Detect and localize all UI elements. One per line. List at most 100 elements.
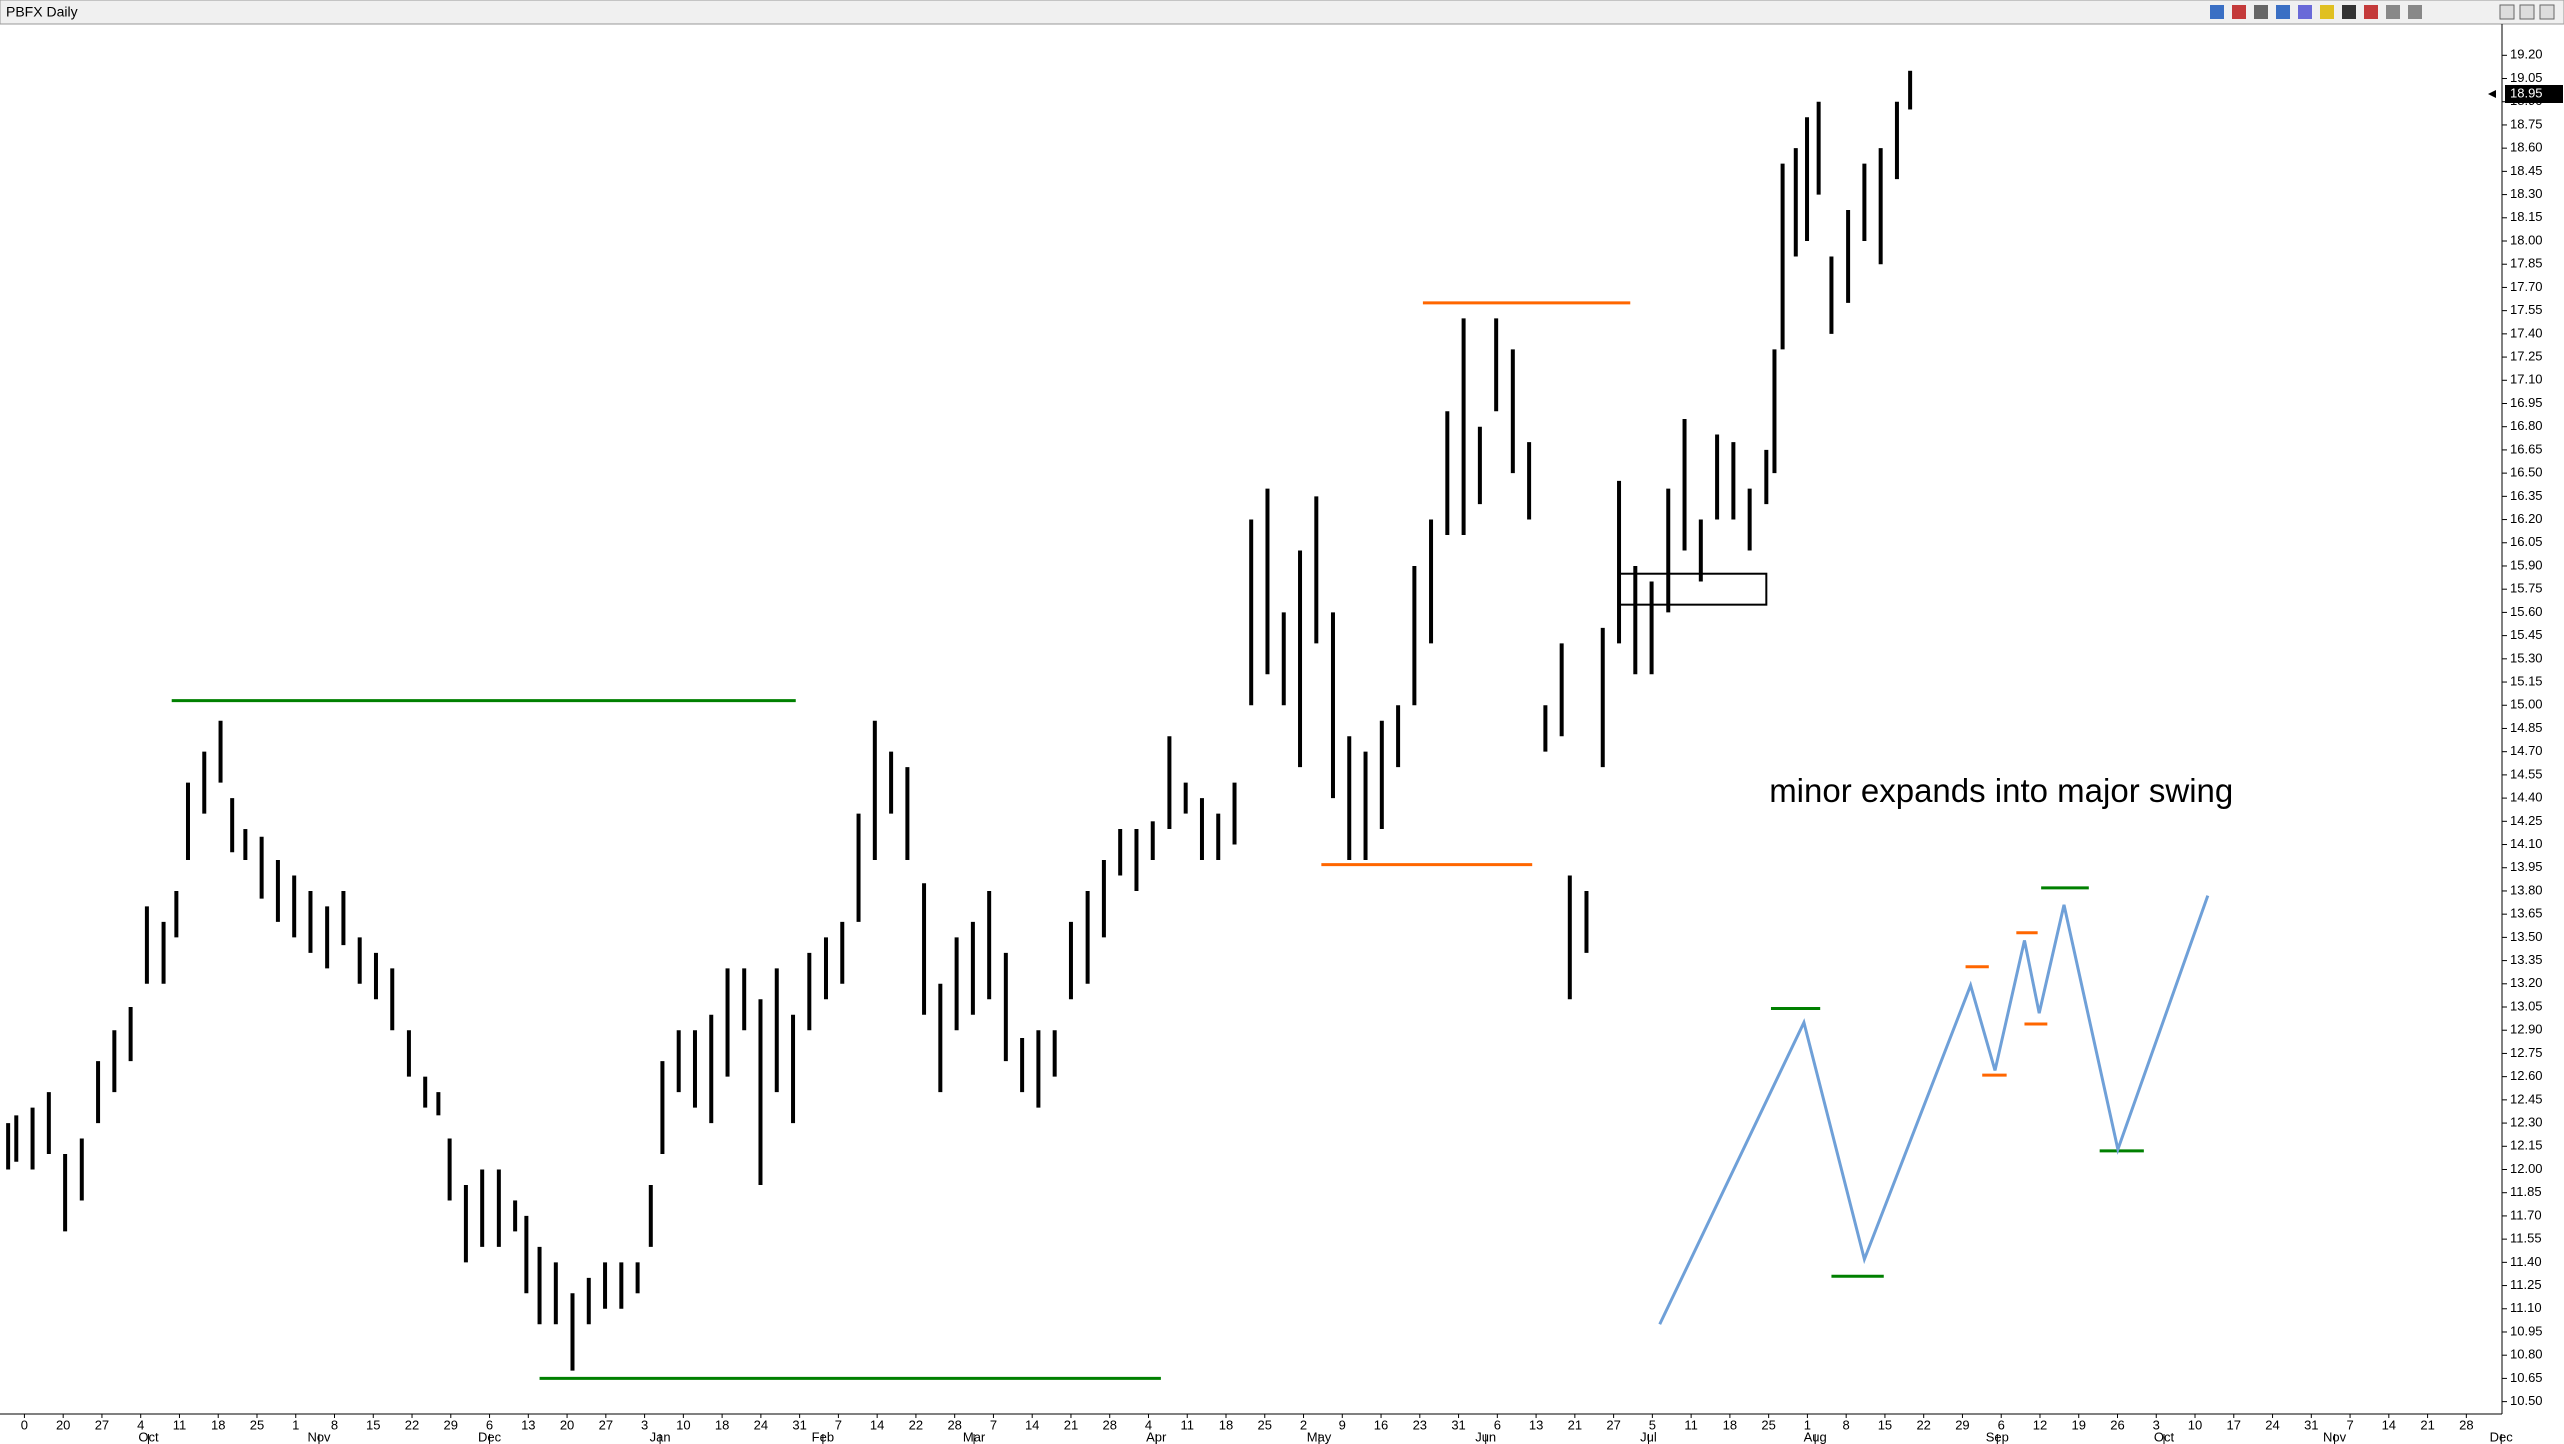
x-tick-label: 1	[292, 1417, 299, 1432]
x-tick-label: 15	[366, 1417, 380, 1432]
x-tick-label: 21	[2420, 1417, 2434, 1432]
month-label: May	[1307, 1429, 1332, 1444]
tool-icon[interactable]	[2342, 5, 2356, 19]
x-tick-label: 11	[173, 1417, 187, 1432]
x-tick-label: 17	[2227, 1417, 2241, 1432]
tool-icon[interactable]	[2408, 5, 2422, 19]
y-tick-label: 16.05	[2510, 534, 2543, 549]
y-tick-label: 14.40	[2510, 790, 2543, 805]
y-tick-label: 18.45	[2510, 163, 2543, 178]
x-tick-label: 9	[1339, 1417, 1346, 1432]
month-label: Aug	[1804, 1429, 1827, 1444]
tool-icon[interactable]	[2210, 5, 2224, 19]
y-tick-label: 11.70	[2510, 1207, 2542, 1222]
y-tick-label: 18.30	[2510, 186, 2543, 201]
tool-icon[interactable]	[2386, 5, 2400, 19]
x-tick-label: 1	[1804, 1417, 1811, 1432]
x-tick-label: 7	[2346, 1417, 2353, 1432]
tool-icon[interactable]	[2276, 5, 2290, 19]
toolbar[interactable]	[2210, 4, 2555, 20]
x-tick-label: 24	[754, 1417, 768, 1432]
x-tick-label: 3	[2153, 1417, 2160, 1432]
y-tick-label: 12.90	[2510, 1022, 2543, 1037]
x-tick-label: 15	[1878, 1417, 1892, 1432]
x-tick-label: 2	[1300, 1417, 1307, 1432]
x-tick-label: 13	[1529, 1417, 1543, 1432]
x-tick-label: 7	[835, 1417, 842, 1432]
chart-title: PBFX Daily	[6, 4, 78, 20]
x-tick-label: 0	[21, 1417, 28, 1432]
month-label: Sep	[1986, 1429, 2009, 1444]
x-tick-label: 28	[1102, 1417, 1116, 1432]
tool-icon[interactable]	[2364, 5, 2378, 19]
x-tick-label: 28	[2459, 1417, 2473, 1432]
y-tick-label: 14.25	[2510, 813, 2543, 828]
x-tick-label: 16	[1374, 1417, 1388, 1432]
y-tick-label: 14.55	[2510, 766, 2543, 781]
x-tick-label: 4	[1145, 1417, 1152, 1432]
y-tick-label: 12.75	[2510, 1045, 2543, 1060]
tool-icon[interactable]	[2298, 5, 2312, 19]
y-tick-label: 16.95	[2510, 395, 2543, 410]
x-tick-label: 6	[1494, 1417, 1501, 1432]
x-tick-label: 14	[2382, 1417, 2396, 1432]
x-tick-label: 22	[909, 1417, 923, 1432]
y-tick-label: 14.85	[2510, 720, 2543, 735]
month-label: Dec	[478, 1429, 502, 1444]
tool-icon[interactable]	[2254, 5, 2268, 19]
month-label: Jan	[650, 1429, 671, 1444]
x-tick-label: 29	[444, 1417, 458, 1432]
y-tick-label: 11.40	[2510, 1254, 2542, 1269]
y-tick-label: 13.80	[2510, 882, 2543, 897]
window-button[interactable]	[2499, 4, 2515, 20]
x-tick-label: 24	[2265, 1417, 2279, 1432]
x-tick-label: 21	[1064, 1417, 1078, 1432]
month-label: Nov	[307, 1429, 331, 1444]
y-tick-label: 11.25	[2510, 1277, 2542, 1292]
y-tick-label: 11.10	[2510, 1300, 2542, 1315]
y-tick-label: 15.60	[2510, 604, 2543, 619]
x-tick-label: 8	[1843, 1417, 1850, 1432]
y-tick-label: 13.65	[2510, 906, 2543, 921]
x-tick-label: 25	[1258, 1417, 1272, 1432]
x-tick-label: 12	[2033, 1417, 2047, 1432]
month-label: Dec	[2490, 1429, 2514, 1444]
x-tick-label: 22	[1916, 1417, 1930, 1432]
y-tick-label: 17.10	[2510, 372, 2543, 387]
x-tick-label: 6	[486, 1417, 493, 1432]
x-tick-label: 8	[331, 1417, 338, 1432]
month-label: Oct	[2154, 1429, 2175, 1444]
range-box	[1618, 572, 1768, 606]
x-tick-label: 18	[715, 1417, 729, 1432]
swing-path	[1658, 895, 2210, 1325]
x-tick-label: 27	[1606, 1417, 1620, 1432]
x-tick-label: 27	[95, 1417, 109, 1432]
tool-icon[interactable]	[2232, 5, 2246, 19]
month-label: Oct	[138, 1429, 159, 1444]
y-tick-label: 15.15	[2510, 673, 2543, 688]
y-tick-label: 16.35	[2510, 488, 2543, 503]
y-tick-label: 15.90	[2510, 557, 2543, 572]
y-tick-label: 13.20	[2510, 975, 2543, 990]
x-tick-label: 4	[137, 1417, 144, 1432]
last-price-label: 18.95	[2510, 85, 2543, 100]
y-tick-label: 12.30	[2510, 1115, 2543, 1130]
y-tick-label: 18.00	[2510, 232, 2543, 247]
x-tick-label: 14	[1025, 1417, 1039, 1432]
y-tick-label: 10.80	[2510, 1347, 2543, 1362]
x-tick-label: 10	[676, 1417, 690, 1432]
x-tick-label: 20	[560, 1417, 574, 1432]
y-tick-label: 15.75	[2510, 581, 2543, 596]
tool-icon[interactable]	[2320, 5, 2334, 19]
month-label: Apr	[1146, 1429, 1167, 1444]
x-tick-label: 31	[1451, 1417, 1465, 1432]
x-tick-label: 13	[521, 1417, 535, 1432]
y-tick-label: 11.85	[2510, 1184, 2542, 1199]
x-tick-label: 20	[56, 1417, 70, 1432]
x-tick-label: 31	[792, 1417, 806, 1432]
y-tick-label: 17.55	[2510, 302, 2543, 317]
window-button[interactable]	[2519, 4, 2535, 20]
window-button[interactable]	[2539, 4, 2555, 20]
y-tick-label: 18.60	[2510, 140, 2543, 155]
